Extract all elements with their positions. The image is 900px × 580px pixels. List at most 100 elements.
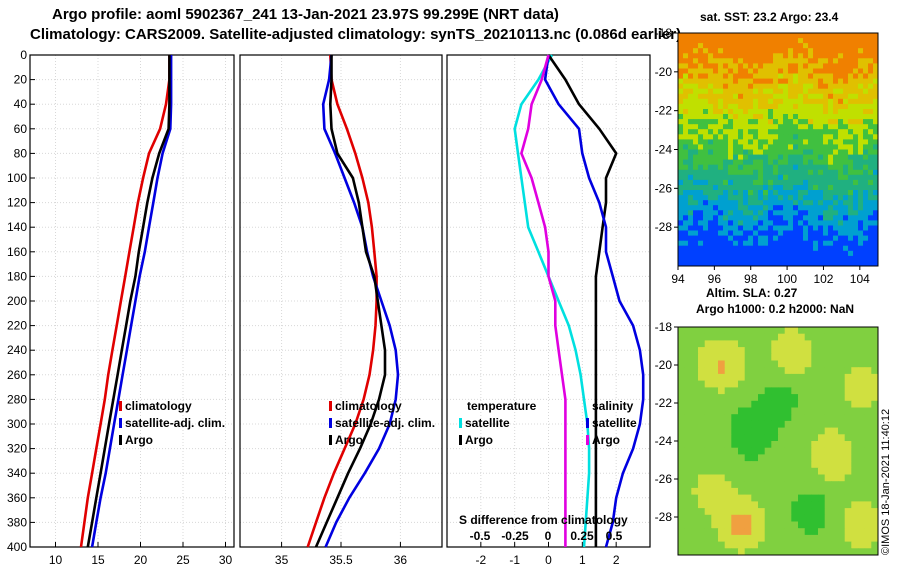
sst-map-pixel [848, 78, 854, 85]
sst-map-pixel [808, 185, 814, 191]
sst-map-pixel [693, 169, 699, 176]
sla-map-pixel [744, 461, 752, 469]
temp-legend-swatch [119, 401, 122, 411]
sla-map-pixel [818, 521, 826, 529]
sal-legend-swatch [329, 418, 332, 428]
sst-map-pixel [773, 200, 779, 206]
sla-map-pixel [791, 474, 799, 482]
sst-map-pixel [683, 33, 689, 39]
sst-map-pixel [828, 38, 834, 44]
sst-map-pixel [763, 149, 769, 155]
sst-map-pixel [868, 200, 874, 206]
sst-map-pixel [733, 98, 739, 105]
sla-map-pixel [738, 353, 746, 361]
sst-map-pixel [763, 98, 769, 105]
sla-map-pixel [864, 394, 872, 402]
sst-map-pixel [763, 210, 769, 216]
sst-map-pixel [778, 58, 784, 64]
sst-map-pixel [843, 124, 849, 130]
sst-map-pixel [803, 119, 809, 125]
sst-map-pixel [858, 174, 864, 181]
sst-map-pixel [678, 103, 684, 110]
sla-map-pixel [784, 427, 792, 435]
sst-map-pixel [813, 179, 819, 186]
sla-map-pixel [691, 501, 699, 509]
sst-map-pixel [718, 179, 724, 186]
sst-map-pixel [853, 58, 859, 64]
sla-map-pixel [758, 487, 766, 495]
sst-map-pixel [833, 210, 839, 216]
sla-map-pixel [731, 534, 739, 542]
sst-map-pixel [758, 190, 764, 196]
sla-map-pixel [678, 373, 686, 381]
sst-map-pixel [788, 68, 794, 74]
sst-map-pixel [813, 88, 819, 95]
sla-map-pixel [704, 373, 712, 381]
sst-map-pixel [798, 245, 804, 252]
sla-map-pixel [678, 474, 686, 482]
sst-map-pixel [743, 83, 749, 90]
sst-map-pixel [863, 255, 869, 262]
sla-map-pixel [844, 380, 852, 388]
sla-map-pixel [784, 501, 792, 509]
sst-map-pixel [793, 103, 799, 110]
sst-map-pixel [868, 93, 874, 100]
sla-map-pixel [791, 508, 799, 516]
sst-map-pixel [783, 98, 789, 105]
sla-map-pixel [818, 347, 826, 355]
sla-map-pixel [704, 508, 712, 516]
sst-map-pixel [773, 48, 779, 54]
sst-map-pixel [863, 144, 869, 150]
sst-map-pixel [793, 250, 799, 257]
sla-map-pixel [844, 461, 852, 469]
sla-map-pixel [758, 407, 766, 415]
sla-map-pixel [851, 333, 859, 341]
sst-map-pixel [858, 210, 864, 216]
sst-map-pixel [833, 144, 839, 150]
sla-map-pixel [831, 441, 839, 449]
sst-map-pixel [843, 68, 849, 74]
sst-map-pixel [728, 185, 734, 191]
sla-map-pixel [871, 427, 879, 435]
sla-map-pixel [751, 373, 759, 381]
sst-map-pixel [783, 63, 789, 69]
sla-map-pixel [831, 333, 839, 341]
sla-map-pixel [824, 407, 832, 415]
sst-map-pixel [798, 129, 804, 135]
sla-map-pixel [684, 333, 692, 341]
sst-map-pixel [808, 33, 814, 39]
sst-map-pixel [868, 63, 874, 69]
sst-map-pixel [818, 93, 824, 100]
sla-map-pixel [804, 487, 812, 495]
sla-map-pixel [738, 441, 746, 449]
sst-map-pixel [768, 174, 774, 181]
sst-map-pixel [738, 114, 744, 120]
sla-map-pixel [811, 481, 819, 489]
sla-map-pixel [684, 474, 692, 482]
sla-map-pixel [718, 373, 726, 381]
sst-map-pixel [823, 68, 829, 74]
sla-map-pixel [784, 508, 792, 516]
sst-map-pixel [783, 68, 789, 74]
sst-map-pixel [763, 109, 769, 115]
sst-map-pixel [748, 83, 754, 90]
sla-map-pixel [718, 514, 726, 522]
sla-map-pixel [784, 380, 792, 388]
sst-map-pixel [813, 93, 819, 100]
sst-map-pixel [828, 68, 834, 74]
sla-map-pixel [784, 340, 792, 348]
sst-map-pixel [733, 73, 739, 79]
sst-map-pixel [738, 220, 744, 226]
sla-map-pixel [744, 407, 752, 415]
sst-map-pixel [678, 129, 684, 135]
sla-map-pixel [864, 387, 872, 395]
sst-map-pixel [693, 154, 699, 161]
sst-map-pixel [728, 210, 734, 216]
sst-map-pixel [828, 230, 834, 236]
diff-legend-sal-title: salinity [592, 399, 634, 413]
sst-map-pixel [708, 129, 714, 135]
sst-map-pixel [738, 159, 744, 166]
sla-map-pixel [751, 534, 759, 542]
sst-map-pixel [858, 129, 864, 135]
sst-map-pixel [678, 169, 684, 176]
